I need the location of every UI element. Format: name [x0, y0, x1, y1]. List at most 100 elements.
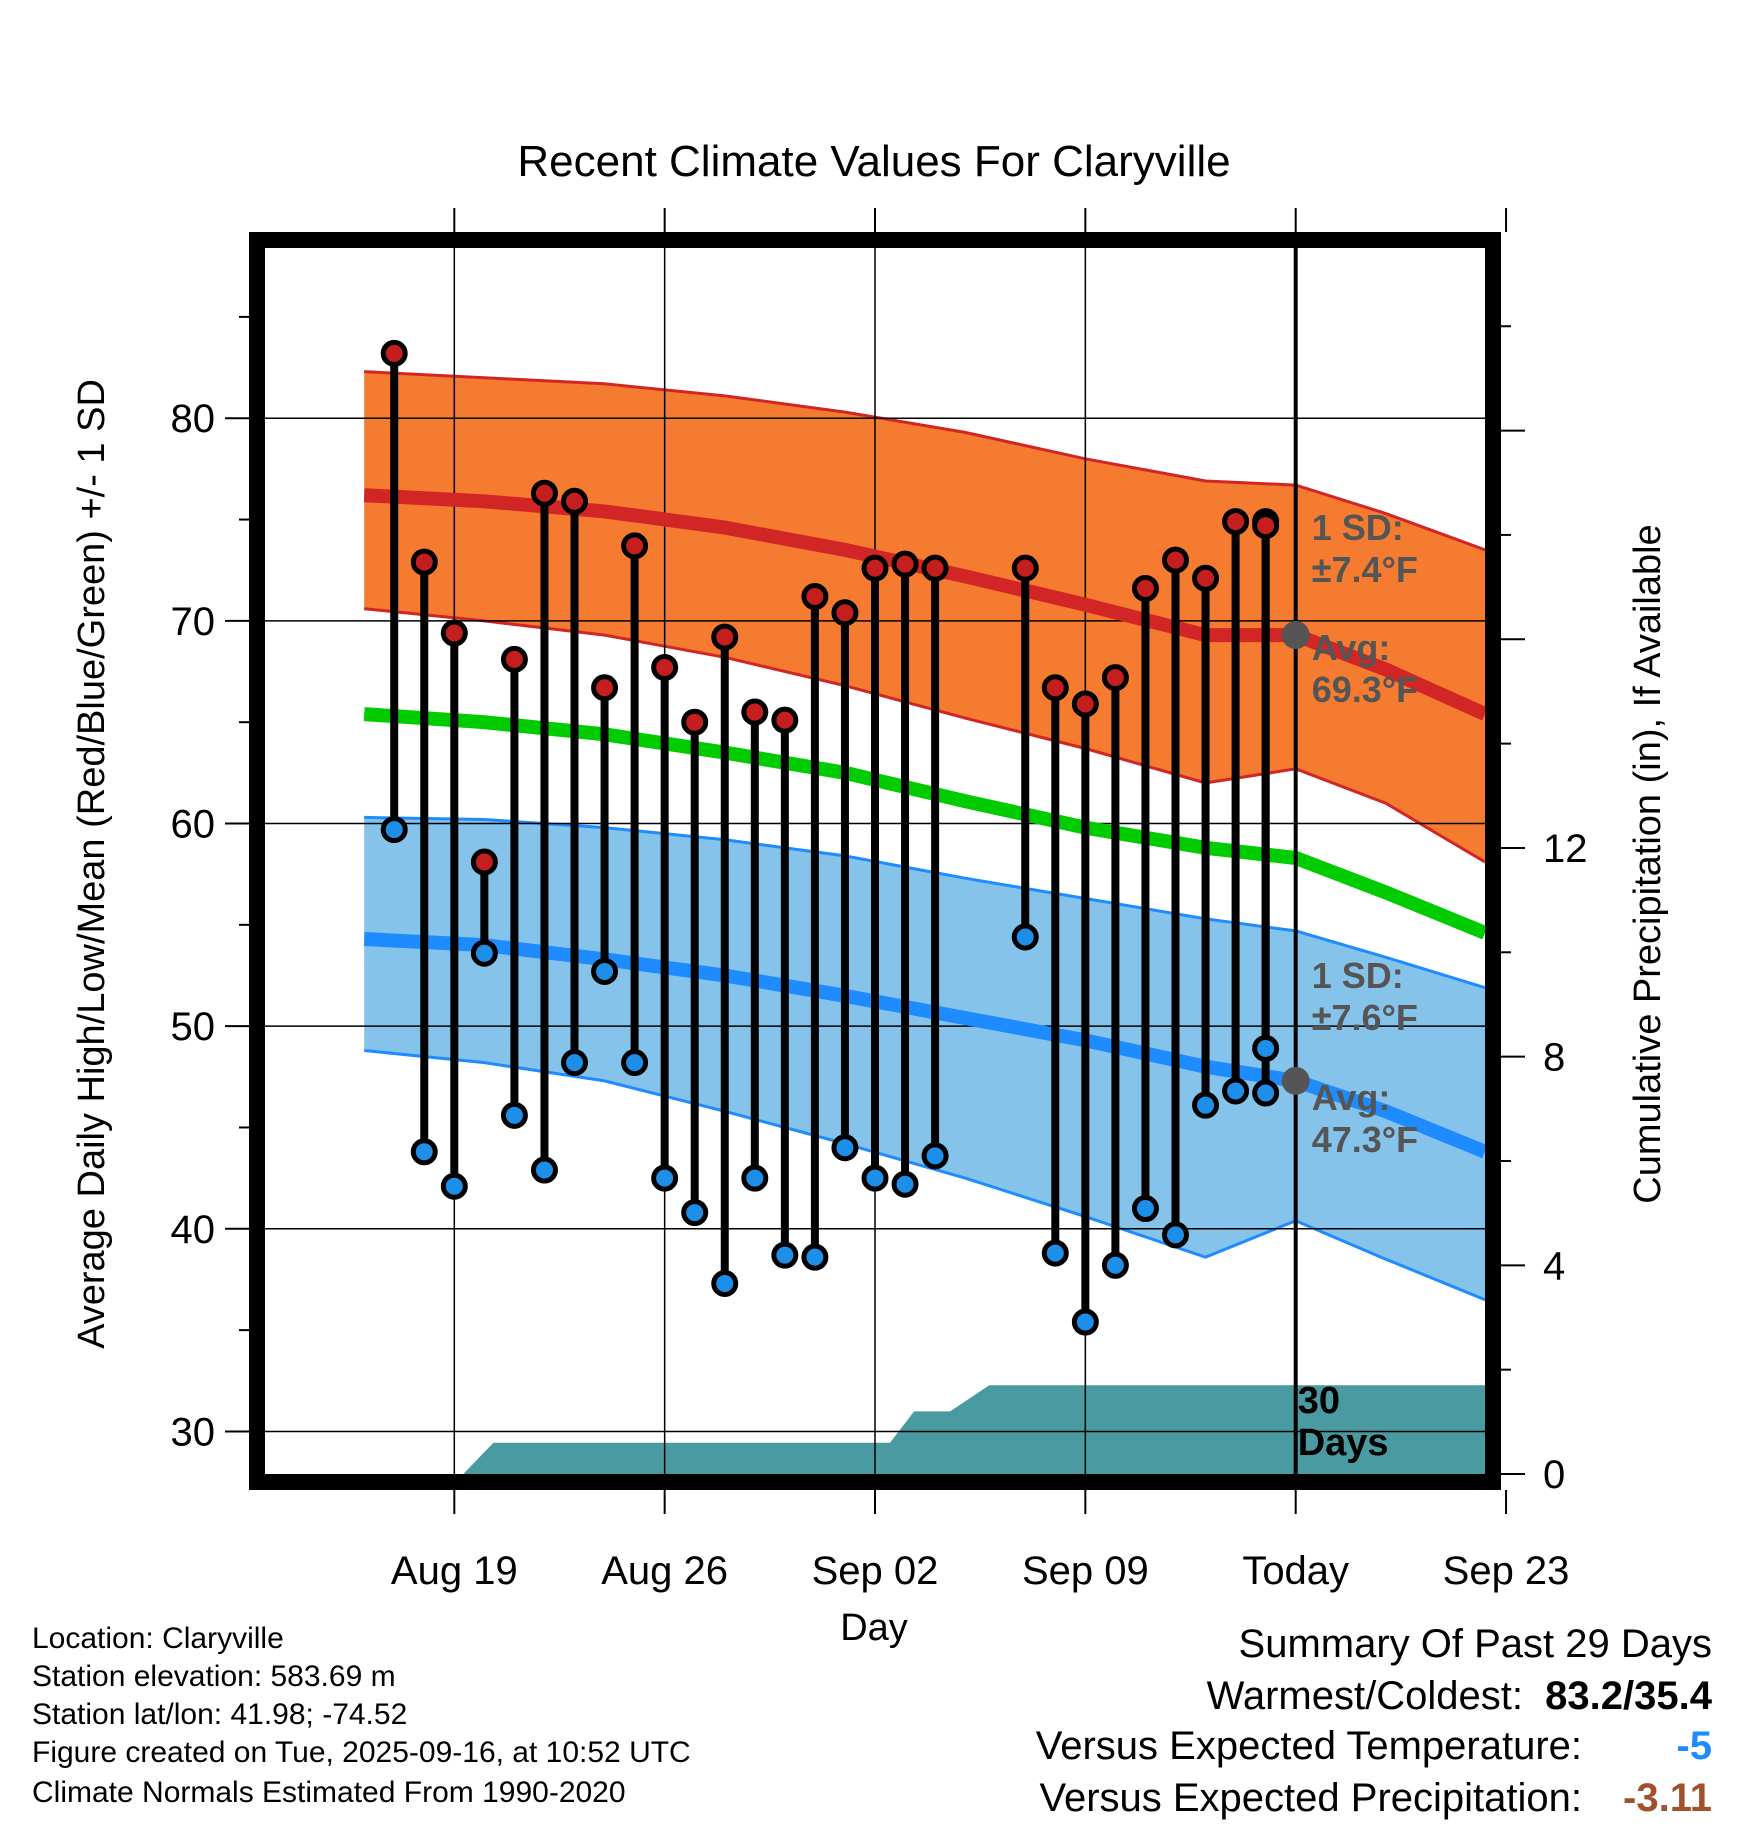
- low-avg-label: Avg:: [1312, 1077, 1391, 1118]
- observed-low-point: [891, 1170, 919, 1198]
- observed-low-point: [1041, 1239, 1069, 1267]
- observed-high-point: [440, 619, 468, 647]
- x-tick-label: Sep 09: [1022, 1549, 1149, 1593]
- summary-warm-cold: Warmest/Coldest: 83.2/35.4: [1207, 1674, 1712, 1719]
- observed-low-point: [1252, 1079, 1280, 1107]
- summary-title: Summary Of Past 29 Days: [1238, 1622, 1712, 1666]
- high-sd-value: ±7.4°F: [1312, 549, 1418, 590]
- info-normals: Climate Normals Estimated From 1990-2020: [32, 1776, 626, 1809]
- summary-precip: Versus Expected Precipitation: -3.11: [1039, 1776, 1712, 1821]
- observed-high-point: [621, 532, 649, 560]
- observed-low-point: [681, 1199, 709, 1227]
- y-tick-label: 60: [171, 803, 216, 847]
- observed-high-point: [1222, 508, 1250, 536]
- y-tick-label: 50: [171, 1005, 216, 1049]
- low-lower-edge: [364, 1049, 1485, 1302]
- observed-low-point: [530, 1156, 558, 1184]
- observed-high-point: [380, 339, 408, 367]
- warm-cold-label: Warmest/Coldest:: [1206, 1674, 1523, 1718]
- observed-high-point: [741, 698, 769, 726]
- observed-low-point: [801, 1243, 829, 1271]
- observed-low-point: [651, 1164, 679, 1192]
- precip-label: Versus Expected Precipitation:: [1039, 1776, 1582, 1820]
- y2-tick-label: 4: [1543, 1244, 1565, 1288]
- observed-high-point: [561, 487, 589, 515]
- observed-high-point: [530, 479, 558, 507]
- observed-low-point: [711, 1270, 739, 1298]
- observed-high-point: [651, 653, 679, 681]
- observed-high-point: [410, 548, 438, 576]
- observed-low-point: [741, 1164, 769, 1192]
- observed-high-point: [681, 708, 709, 736]
- y-axis-label: Average Daily High/Low/Mean (Red/Blue/Gr…: [71, 379, 113, 1349]
- x-tick-label: Aug 19: [391, 1549, 518, 1593]
- observed-low-point: [1101, 1251, 1129, 1279]
- observed-high-point: [861, 554, 889, 582]
- observed-low-point: [1161, 1221, 1189, 1249]
- y2-tick-label: 0: [1543, 1453, 1565, 1497]
- precip-days-count: 30: [1298, 1380, 1340, 1422]
- y2-axis-label: Cumulative Precipitation (in), If Availa…: [1627, 524, 1669, 1203]
- info-elevation: Station elevation: 583.69 m: [32, 1660, 396, 1693]
- observed-high-point: [1041, 674, 1069, 702]
- chart-title: Recent Climate Values For Claryville: [517, 137, 1230, 186]
- observed-high-point: [1192, 564, 1220, 592]
- observed-low-point: [1071, 1308, 1099, 1336]
- observed-low-point: [561, 1049, 589, 1077]
- observed-high-point: [1101, 664, 1129, 692]
- low-avg-today-point: [1281, 1066, 1310, 1095]
- observed-low-point: [621, 1049, 649, 1077]
- observed-high-point: [1252, 512, 1280, 540]
- observed-low-point: [500, 1101, 528, 1129]
- precip-area: [463, 1385, 1485, 1474]
- temp-label: Versus Expected Temperature:: [1035, 1724, 1582, 1768]
- observed-high-point: [500, 645, 528, 673]
- observed-low-point: [861, 1164, 889, 1192]
- observed-low-point: [591, 957, 619, 985]
- observed-low-point: [771, 1241, 799, 1269]
- low-upper-edge: [364, 815, 1485, 990]
- observed-low-point: [470, 939, 498, 967]
- warm-cold-value: 83.2/35.4: [1545, 1674, 1712, 1718]
- high-sd-label: 1 SD:: [1312, 507, 1404, 548]
- observed-low-point: [1011, 923, 1039, 951]
- x-tick-label: Sep 23: [1443, 1549, 1570, 1593]
- info-location: Location: Claryville: [32, 1622, 284, 1655]
- high-avg-label: Avg:: [1312, 627, 1391, 668]
- observed-high-point: [1131, 574, 1159, 602]
- observed-high-point: [1161, 546, 1189, 574]
- observed-high-point: [891, 550, 919, 578]
- summary-temp: Versus Expected Temperature: -5: [1036, 1724, 1712, 1769]
- info-created: Figure created on Tue, 2025-09-16, at 10…: [32, 1736, 691, 1769]
- observed-high-point: [771, 706, 799, 734]
- high-lower-edge: [364, 607, 1485, 864]
- y2-tick-label: 8: [1543, 1036, 1565, 1080]
- info-latlon: Station lat/lon: 41.98; -74.52: [32, 1698, 408, 1731]
- low-sd-band: [364, 817, 1485, 1300]
- observed-high-point: [1071, 690, 1099, 718]
- y-tick-label: 40: [171, 1208, 216, 1252]
- low-avg-line: [363, 932, 1485, 1159]
- observed-high-point: [921, 554, 949, 582]
- high-avg-today-point: [1281, 621, 1310, 650]
- x-tick-label: Aug 26: [601, 1549, 728, 1593]
- low-avg-value: 47.3°F: [1312, 1119, 1418, 1160]
- x-axis-label: Day: [840, 1607, 908, 1649]
- low-sd-value: ±7.6°F: [1312, 997, 1418, 1038]
- observed-low-point: [440, 1172, 468, 1200]
- observed-high-point: [1011, 554, 1039, 582]
- high-upper-edge: [364, 370, 1485, 552]
- high-avg-value: 69.3°F: [1312, 669, 1418, 710]
- observed-high-point: [711, 623, 739, 651]
- observed-low-point: [1252, 1034, 1280, 1062]
- precip-days-label: Days: [1298, 1422, 1389, 1464]
- mean-avg-line: [363, 707, 1485, 940]
- observed-low-point: [921, 1142, 949, 1170]
- x-tick-label: Sep 02: [812, 1549, 939, 1593]
- y-tick-label: 30: [171, 1410, 216, 1454]
- precip-value: -3.11: [1623, 1776, 1712, 1820]
- observed-high-point: [591, 674, 619, 702]
- temp-value: -5: [1676, 1724, 1712, 1768]
- observed-low-point: [1131, 1195, 1159, 1223]
